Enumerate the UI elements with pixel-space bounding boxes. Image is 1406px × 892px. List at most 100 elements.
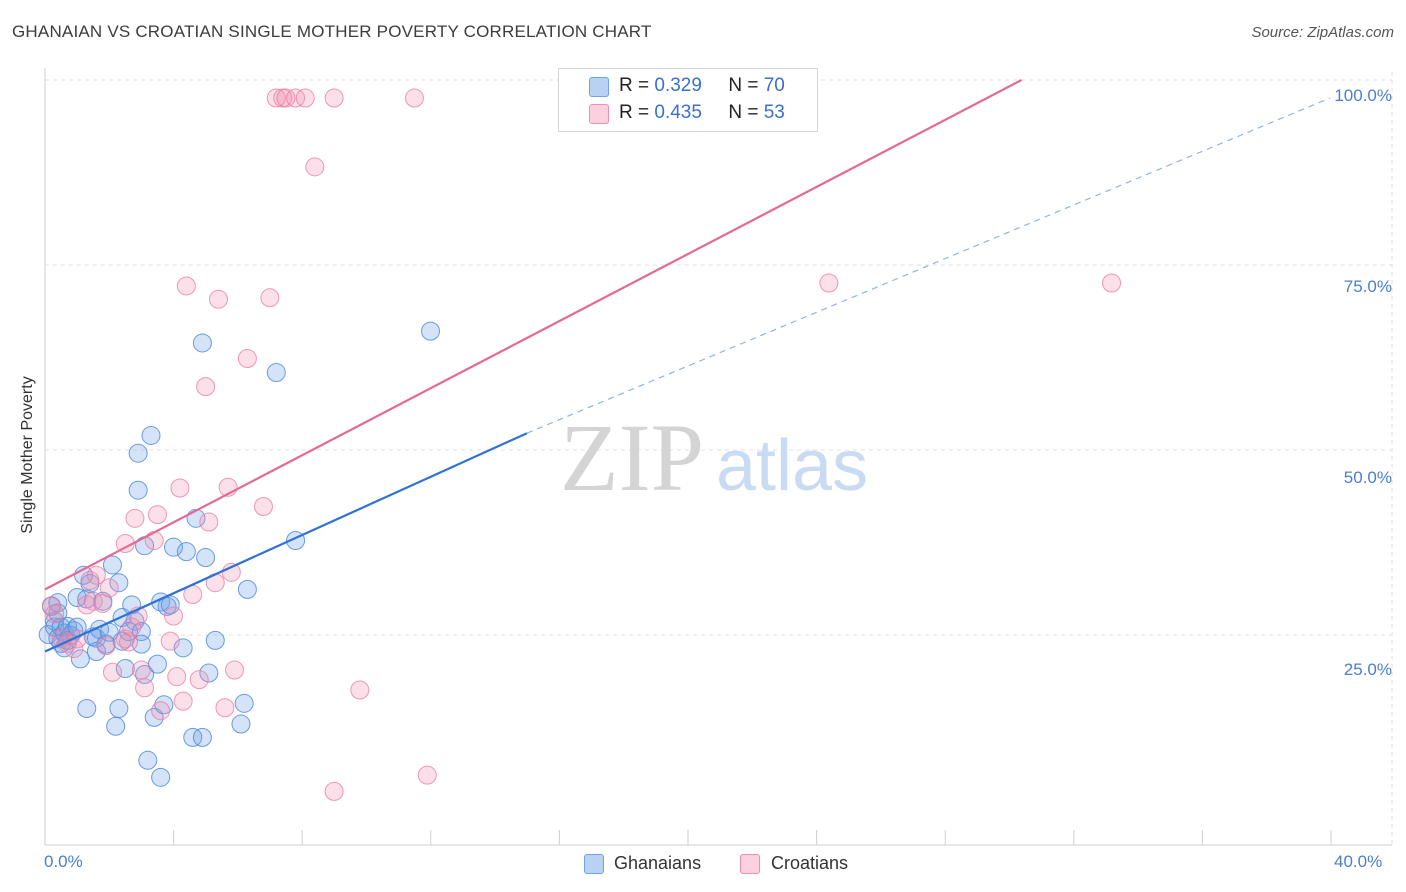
data-point [173,691,193,711]
legend-swatch-croatians [740,854,760,874]
data-point [350,680,370,700]
data-point [96,636,116,656]
data-point [215,698,235,718]
source-label: Source: ZipAtlas.com [1251,24,1394,41]
data-point [305,157,325,177]
data-point [77,699,97,718]
data-point [237,579,257,599]
legend-label-croatians: Croatians [771,853,849,873]
r-value: 0.329 [654,75,702,96]
data-point [176,542,196,562]
legend-swatch-ghanaians [584,854,604,874]
data-point [45,604,65,624]
data-point [128,480,148,500]
data-point [115,629,135,649]
data-point [70,649,90,669]
y-tick-label-25: 25.0% [1343,660,1392,679]
chart-title: GHANAIAN VS CROATIAN SINGLE MOTHER POVER… [12,22,652,41]
axes [44,68,1392,846]
data-point [189,670,209,690]
data-point [80,570,100,590]
data-point [266,88,286,108]
data-point [144,531,164,551]
data-point [208,289,228,309]
r-label: R = [619,75,650,96]
data-point [276,88,296,108]
r-value: 0.435 [654,102,702,123]
trend-line-croatians [44,79,1023,591]
legend-row-ghanaians: R = 0.329 N = 70 [619,75,785,101]
data-point [164,606,183,626]
y-axis-label: Single Mother Poverty [19,376,36,534]
data-point [102,555,122,575]
n-label: N = [728,102,759,123]
data-point [819,273,839,293]
data-point [324,781,344,801]
y-tick-label-50: 50.0% [1343,468,1392,487]
data-point [131,660,151,680]
trend-line-ghanaians-extension [526,97,1331,434]
data-point [115,659,135,679]
data-point [138,750,158,770]
data-point [119,632,139,652]
data-point [199,663,219,683]
data-point [266,363,286,383]
data-point [231,714,251,734]
trend-line-ghanaians [44,432,528,653]
x-tick-label-min: 0.0% [44,852,83,871]
n-label: N = [728,75,759,96]
watermark-zip: ZIP [560,404,704,511]
legend-row-croatians: R = 0.435 N = 53 [619,102,785,128]
data-point [234,693,254,713]
data-point [112,631,132,651]
data-point [192,333,212,353]
n-value: 70 [763,75,785,96]
data-point [141,425,161,445]
stats-legend: R = 0.329 N = 70 R = 0.435 N = 53 [558,68,818,132]
data-point [237,348,257,368]
data-point [102,662,122,682]
data-point [86,642,106,662]
grid-lines [45,72,1393,845]
data-point [99,578,119,598]
data-point [83,591,103,611]
data-point [106,716,126,736]
x-tick-label-max: 40.0% [1334,852,1383,871]
data-point [147,654,167,674]
data-point [164,537,183,557]
series-legend: Ghanaians Croatians [0,852,1406,878]
y-tick-label-100: 100.0% [1334,86,1392,105]
data-point [421,321,440,341]
y-tick-label-75: 75.0% [1343,277,1392,296]
data-point [176,276,196,296]
data-point [196,548,216,568]
legend-swatch-ghanaians [589,77,609,97]
data-point [154,695,174,715]
data-point [199,512,219,532]
data-point [260,288,280,308]
data-point [147,505,167,525]
r-label: R = [619,102,650,123]
data-point [135,678,155,698]
trend-lines [44,79,1331,653]
data-point [225,660,245,680]
data-point [151,701,171,721]
data-point [404,88,424,108]
legend-swatch-croatians [589,104,609,124]
data-point [183,727,203,747]
watermark-atlas: atlas [716,426,868,506]
data-point [286,88,306,108]
data-point [417,765,437,785]
data-point [151,767,171,787]
data-point [125,508,145,528]
data-point [170,478,190,498]
data-point [324,88,344,108]
n-value: 53 [763,102,785,123]
watermark: ZIP atlas [560,404,868,511]
data-point [125,611,145,631]
data-point [1102,273,1122,293]
series-ghanaians-points [38,321,440,787]
data-point [160,631,180,651]
data-point [167,667,187,687]
